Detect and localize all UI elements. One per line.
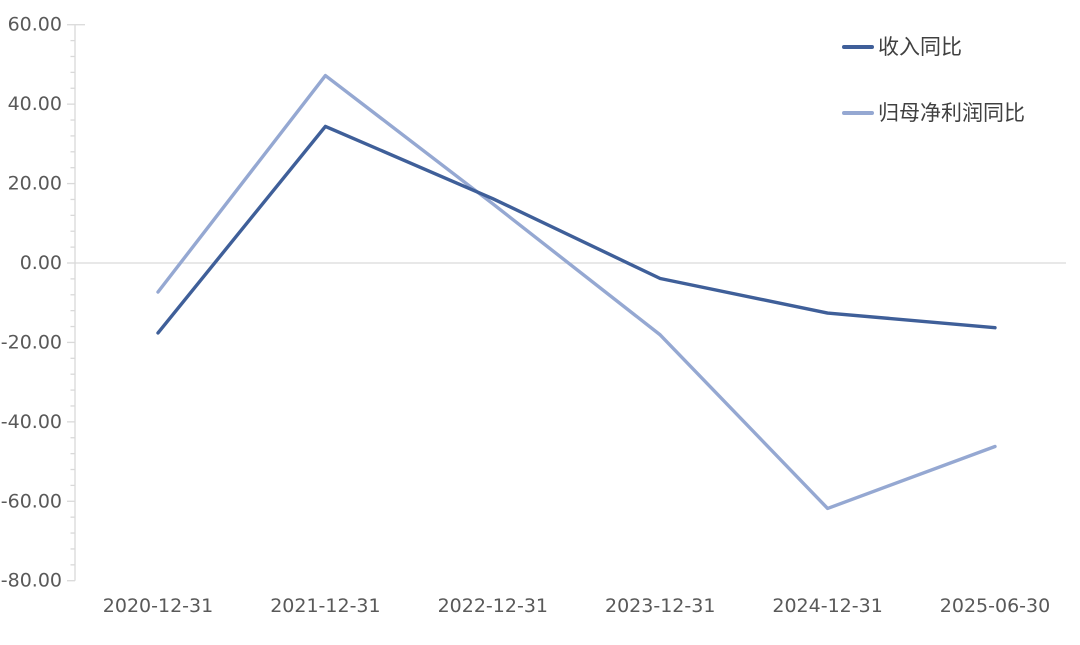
legend-item-net-profit-yoy: 归母净利润同比 [842,100,1025,126]
y-axis-tick-label: 20.00 [8,173,62,195]
y-axis-tick-label: -60.00 [1,490,62,512]
y-axis-tick-label: -40.00 [1,411,62,433]
legend: 收入同比 归母净利润同比 [842,34,1025,126]
x-axis-tick-label: 2021-12-31 [270,595,380,617]
legend-label: 收入同比 [878,35,962,59]
y-axis-tick-label: -20.00 [1,331,62,353]
x-axis-tick-label: 2022-12-31 [438,595,548,617]
x-axis-tick-label: 2020-12-31 [103,595,213,617]
y-axis-tick-label: 60.00 [8,14,62,36]
x-axis-tick-label: 2025-06-30 [940,595,1050,617]
series-line-swatch-light [842,111,874,115]
legend-label: 归母净利润同比 [878,101,1025,125]
series-line-归母净利润同比 [156,73,997,511]
series-line-收入同比 [156,124,997,335]
x-axis-tick-label: 2024-12-31 [772,595,882,617]
legend-item-revenue-yoy: 收入同比 [842,34,1025,60]
y-axis-tick-label: -80.00 [1,570,62,592]
y-axis-tick-label: 0.00 [20,252,62,274]
series-line-swatch-dark [842,45,874,49]
x-axis-tick-label: 2023-12-31 [605,595,715,617]
y-axis-tick-label: 40.00 [8,93,62,115]
